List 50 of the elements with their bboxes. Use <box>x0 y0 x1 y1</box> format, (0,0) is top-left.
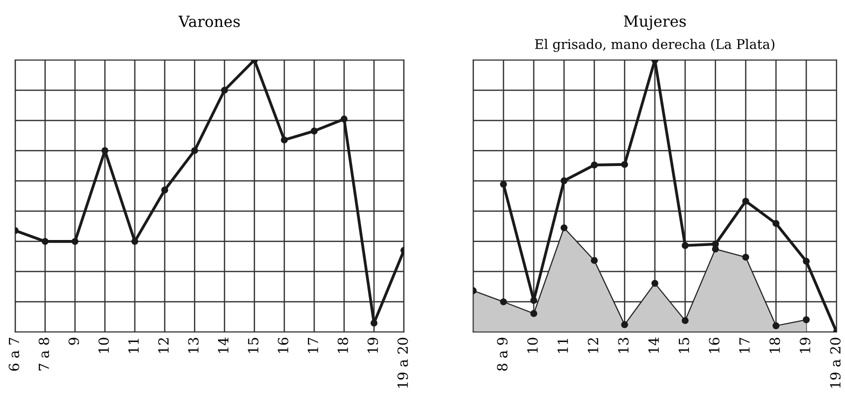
point <box>340 116 348 122</box>
x-tick-label: 18 <box>338 338 348 353</box>
x-tick-label: 14 <box>218 338 228 353</box>
point <box>560 177 568 184</box>
point <box>131 238 138 245</box>
point <box>101 147 108 154</box>
point <box>590 162 598 168</box>
x-tick-label: 19 a 20 <box>397 338 408 388</box>
x-tick-label: 8 a 9 <box>497 338 508 371</box>
x-tick-label: 16 <box>278 338 288 353</box>
x-tick-label: 10 <box>98 338 109 353</box>
x-tick-label: 13 <box>618 338 629 353</box>
point <box>621 160 628 168</box>
point <box>191 147 198 154</box>
point <box>772 220 780 227</box>
x-tick-label: 17 <box>739 338 750 353</box>
x-tick-label: 14 <box>648 338 659 353</box>
point <box>500 180 507 188</box>
point <box>280 136 288 144</box>
point <box>742 198 750 205</box>
point <box>530 296 538 304</box>
point <box>221 86 228 94</box>
point <box>370 320 378 326</box>
chart-title: Mujeres <box>624 15 686 30</box>
x-tick-label: 13 <box>188 338 199 353</box>
x-tick-label: 11 <box>558 338 568 353</box>
x-tick-label: 12 <box>588 338 598 353</box>
point <box>682 242 689 249</box>
chart-title: Varones <box>178 16 240 28</box>
point <box>72 238 78 245</box>
point <box>802 258 810 265</box>
x-tick-label: 7 a 8 <box>38 338 50 370</box>
x-tick-label: 16 <box>708 338 720 353</box>
x-tick-label: 12 <box>158 338 169 353</box>
x-tick-label: 15 <box>248 338 258 353</box>
x-tick-label: 19 a 20 <box>830 338 841 388</box>
point <box>712 240 719 248</box>
point <box>310 128 318 134</box>
x-tick-label: 11 <box>128 338 139 353</box>
x-tick-label: 6 a 7 <box>8 338 20 371</box>
x-tick-label: 17 <box>308 338 318 353</box>
x-tick-label: 19 <box>368 338 378 353</box>
x-tick-label: 10 <box>527 338 538 353</box>
x-tick-label: 15 <box>678 338 690 353</box>
x-tick-label: 18 <box>770 338 780 353</box>
point <box>161 186 168 194</box>
point <box>42 238 49 245</box>
x-tick-label: 9 <box>68 338 80 345</box>
chart-subtitle: El grisado, mano derecha (La Plata) <box>535 38 774 52</box>
x-tick-label: 19 <box>800 338 810 353</box>
